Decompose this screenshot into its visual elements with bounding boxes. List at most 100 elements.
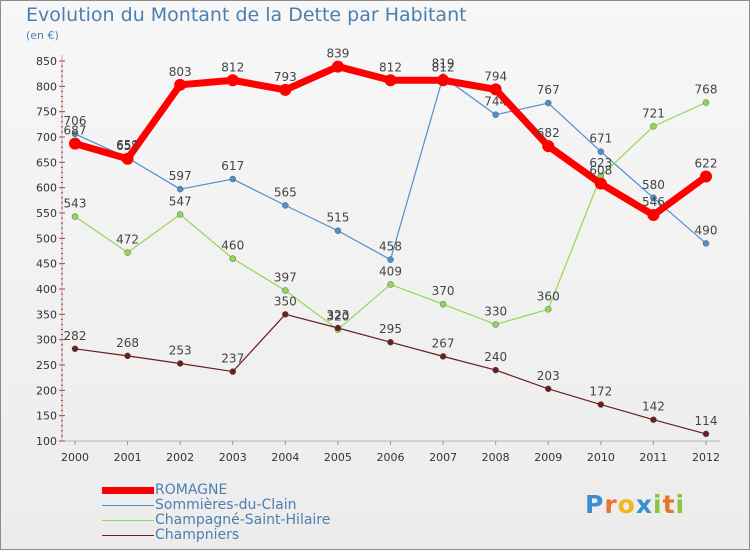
x-tick-label: 2009	[534, 451, 562, 464]
data-label-champagne-saint-hilaire: 547	[169, 195, 192, 209]
data-label-champniers: 203	[537, 369, 560, 383]
data-label-sommieres-du-clain: 819	[432, 57, 455, 71]
data-point-sommieres-du-clain	[71, 130, 79, 138]
data-label-romagne: 657	[116, 139, 139, 153]
data-point-champniers	[282, 311, 289, 318]
data-point-sommieres-du-clain	[229, 175, 236, 183]
data-point-champniers	[334, 324, 342, 332]
data-point-champniers	[71, 345, 79, 353]
y-tick-label: 750	[36, 106, 57, 119]
data-label-romagne: 546	[642, 195, 665, 209]
data-label-champniers: 253	[169, 343, 192, 357]
y-tick-label: 100	[36, 435, 57, 448]
data-label-romagne: 608	[589, 164, 612, 178]
logo-letter: r	[604, 490, 618, 519]
data-label-champniers: 237	[221, 352, 244, 366]
data-label-champniers: 295	[379, 322, 402, 336]
data-label-champniers: 267	[432, 336, 455, 350]
proxiti-logo: Proxiti	[585, 490, 685, 519]
logo-letter: i	[675, 490, 686, 519]
y-tick-label: 400	[36, 283, 57, 296]
data-point-champniers	[176, 360, 184, 367]
data-label-sommieres-du-clain: 767	[537, 83, 560, 97]
x-tick-label: 2003	[219, 451, 247, 464]
logo-letter: o	[617, 490, 636, 519]
data-label-champagne-saint-hilaire: 460	[221, 239, 244, 253]
logo-letter: t	[662, 490, 676, 519]
data-label-romagne: 812	[379, 60, 402, 74]
logo-letter: i	[653, 490, 663, 519]
data-label-sommieres-du-clain: 671	[589, 132, 612, 146]
x-tick-label: 2010	[587, 451, 615, 464]
x-tick-label: 2002	[166, 451, 194, 464]
data-point-champniers	[229, 368, 236, 375]
data-label-sommieres-du-clain: 565	[274, 185, 297, 199]
data-label-romagne: 803	[169, 65, 192, 79]
legend-item-champniers: Champniers	[102, 528, 422, 543]
data-label-champagne-saint-hilaire: 370	[432, 284, 455, 298]
legend-swatch	[102, 520, 154, 521]
data-point-romagne	[121, 152, 134, 165]
data-point-romagne	[69, 137, 81, 150]
legend: ROMAGNE Sommières-du-Clain Champagné-Saint…	[102, 483, 422, 543]
data-label-romagne: 812	[432, 60, 455, 74]
data-point-romagne	[542, 140, 555, 153]
data-label-champniers: 323	[326, 308, 349, 322]
data-point-romagne	[700, 170, 712, 183]
data-point-sommieres-du-clain	[545, 99, 552, 107]
legend-item-romagne: ROMAGNE	[102, 483, 422, 498]
data-label-champniers: 282	[64, 329, 87, 343]
data-label-champagne-saint-hilaire: 360	[537, 289, 560, 303]
data-label-romagne: 622	[695, 157, 718, 171]
data-point-champagne-saint-hilaire	[176, 211, 184, 218]
data-point-champagne-saint-hilaire	[702, 99, 710, 106]
chart-subtitle: (en €)	[26, 29, 59, 42]
data-point-romagne	[384, 74, 397, 87]
data-point-sommieres-du-clain	[176, 185, 184, 193]
data-point-champagne-saint-hilaire	[71, 213, 79, 220]
data-point-romagne	[226, 74, 239, 87]
data-point-champniers	[492, 366, 499, 374]
x-tick-label: 2011	[639, 451, 667, 464]
data-label-champniers: 240	[484, 350, 507, 364]
data-point-sommieres-du-clain	[334, 227, 342, 234]
y-tick-label: 600	[36, 182, 57, 195]
logo-letter: P	[585, 490, 605, 519]
data-label-romagne: 687	[64, 124, 87, 138]
data-label-sommieres-du-clain: 458	[379, 240, 402, 254]
data-point-champniers	[702, 430, 710, 438]
data-label-champagne-saint-hilaire: 409	[379, 264, 402, 278]
data-label-sommieres-du-clain: 580	[642, 178, 665, 192]
data-label-champniers: 172	[589, 385, 612, 399]
data-point-romagne	[437, 74, 450, 87]
data-label-champagne-saint-hilaire: 472	[116, 233, 139, 247]
x-tick-label: 2006	[377, 451, 405, 464]
legend-label: Sommières-du-Clain	[155, 497, 297, 513]
data-point-sommieres-du-clain	[650, 194, 657, 202]
data-point-champniers	[597, 401, 605, 408]
y-tick-label: 800	[36, 80, 57, 93]
data-label-champniers: 114	[695, 414, 718, 428]
y-tick-label: 650	[36, 156, 57, 169]
data-point-champagne-saint-hilaire	[387, 281, 394, 288]
data-label-romagne: 682	[537, 126, 560, 140]
data-point-romagne	[331, 60, 344, 73]
x-tick-label: 2007	[429, 451, 457, 464]
data-label-champniers: 142	[642, 400, 665, 414]
data-point-champagne-saint-hilaire	[282, 287, 289, 294]
legend-swatch	[102, 487, 154, 494]
data-point-romagne	[647, 209, 660, 222]
y-tick-label: 450	[36, 258, 57, 271]
data-point-romagne	[279, 83, 292, 96]
data-point-romagne	[594, 177, 607, 190]
data-point-sommieres-du-clain	[702, 240, 710, 247]
data-label-romagne: 812	[221, 60, 244, 74]
data-point-champagne-saint-hilaire	[439, 300, 447, 308]
x-tick-label: 2001	[114, 451, 142, 464]
data-label-champniers: 268	[116, 336, 139, 350]
data-label-sommieres-du-clain: 706	[64, 114, 87, 128]
data-label-champagne-saint-hilaire: 320	[326, 310, 349, 324]
legend-swatch	[102, 535, 154, 536]
x-tick-label: 2008	[482, 451, 510, 464]
